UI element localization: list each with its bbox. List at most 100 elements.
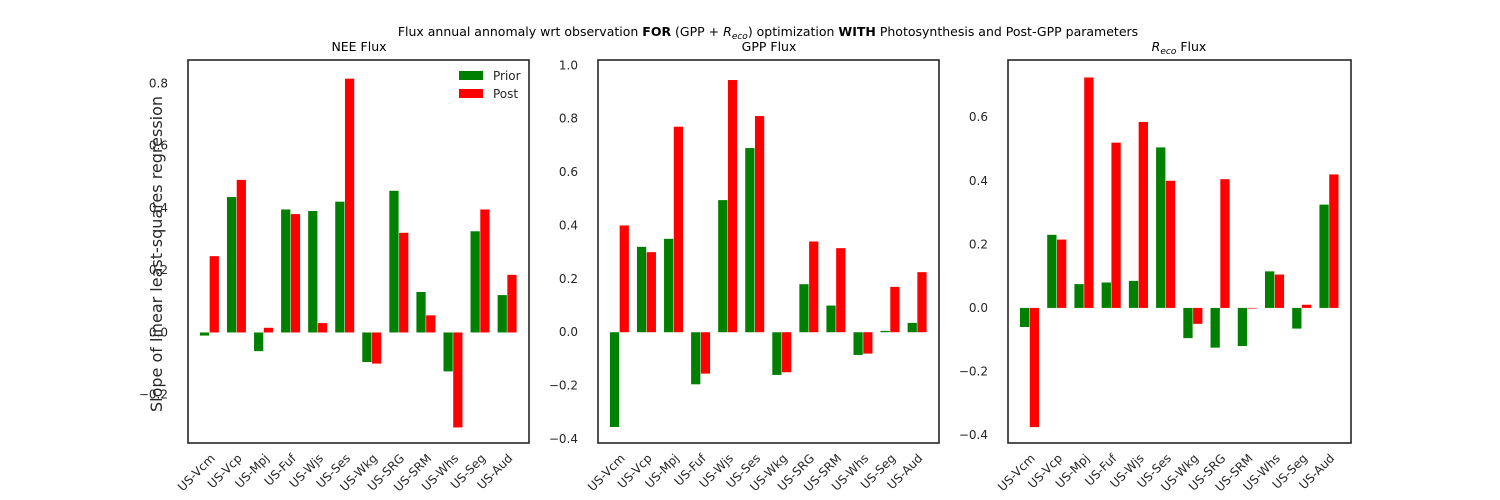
reco-prior-bar-us-fuf	[1101, 282, 1111, 308]
nee-axes-frame	[187, 59, 530, 444]
gpp-post-bar-us-vcm	[619, 225, 629, 333]
gpp-prior-bar-us-ses	[745, 148, 755, 333]
reco-post-bar-us-ses	[1165, 180, 1176, 308]
legend-label-post: Post	[493, 87, 518, 101]
gpp-prior-bar-us-aud	[907, 322, 917, 333]
gpp-ytick-label: 1.0	[559, 58, 578, 72]
nee-prior-bar-us-srm	[416, 291, 426, 333]
nee-ytick-label: 0.0	[149, 326, 168, 340]
nee-prior-bar-us-fuf	[281, 209, 291, 333]
reco-post-bar-us-mpj	[1084, 77, 1094, 308]
gpp-ytick-label: 0.2	[559, 272, 578, 286]
nee-post-bar-us-whs	[453, 332, 463, 428]
nee-post-bar-us-mpj	[263, 327, 274, 333]
nee-prior-bar-us-aud	[497, 295, 507, 333]
nee-prior-bar-us-vcm	[199, 332, 210, 336]
gpp-ytick-label: 0.0	[559, 325, 578, 339]
reco-prior-bar-us-srm	[1237, 307, 1248, 347]
reco-axes-frame	[1007, 59, 1352, 444]
reco-prior-bar-us-srg	[1210, 307, 1220, 348]
y-axis-label: Slope of linear least-squares regression	[147, 96, 166, 412]
gpp-prior-bar-us-srg	[799, 284, 809, 333]
nee-post-bar-us-fuf	[290, 214, 301, 333]
nee-prior-bar-us-srg	[389, 190, 399, 333]
legend-swatch-prior	[459, 71, 483, 80]
nee-prior-bar-us-ses	[335, 201, 345, 333]
gpp-post-bar-us-wjs	[727, 80, 738, 333]
gpp-prior-bar-us-mpj	[664, 238, 674, 333]
reco-prior-bar-us-wjs	[1128, 280, 1139, 308]
gpp-ytick-label: 0.4	[559, 219, 578, 233]
gpp-post-bar-us-mpj	[673, 126, 684, 333]
nee-prior-bar-us-wjs	[308, 211, 318, 333]
reco-ytick-label: 0.6	[969, 110, 988, 124]
gpp-prior-bar-us-vcm	[609, 332, 620, 427]
reco-ytick-label: 0.2	[969, 237, 988, 251]
reco-prior-bar-us-whs	[1264, 271, 1275, 308]
gpp-prior-bar-us-vcp	[636, 246, 647, 333]
gpp-post-bar-us-wkg	[782, 332, 792, 373]
nee-ytick-label: −0.2	[139, 388, 168, 402]
reco-prior-bar-us-mpj	[1074, 284, 1084, 308]
gpp-ytick-label: −0.2	[549, 379, 578, 393]
gpp-post-bar-us-ses	[754, 116, 765, 333]
gpp-ytick-label: 0.8	[559, 112, 578, 126]
nee-post-bar-us-srm	[426, 315, 436, 333]
reco-post-bar-us-vcm	[1029, 307, 1040, 428]
reco-post-bar-us-wkg	[1193, 307, 1203, 324]
gpp-ytick-label: 0.6	[559, 165, 578, 179]
reco-post-bar-us-whs	[1274, 274, 1285, 308]
gpp-axes-frame	[597, 59, 940, 444]
gpp-prior-bar-us-fuf	[691, 332, 701, 385]
gpp-post-bar-us-srm	[836, 248, 846, 333]
gpp-prior-bar-us-wkg	[772, 332, 782, 375]
reco-post-bar-us-fuf	[1111, 142, 1121, 308]
nee-post-bar-us-vcp	[236, 179, 246, 333]
gpp-post-bar-us-srg	[809, 241, 819, 333]
gpp-prior-bar-us-srm	[826, 305, 836, 333]
reco-panel: −0.4−0.20.00.20.40.6US-VcmUS-VcpUS-MpjUS…	[959, 59, 1352, 494]
gpp-ytick-label: −0.4	[549, 432, 578, 446]
reco-post-bar-us-vcp	[1057, 239, 1067, 308]
reco-ytick-label: 0.0	[969, 301, 988, 315]
nee-ytick-label: 0.8	[149, 76, 168, 90]
reco-panel-title: Reco Flux	[1152, 39, 1207, 57]
nee-prior-bar-us-whs	[443, 332, 453, 372]
gpp-prior-bar-us-seg	[880, 330, 890, 333]
reco-post-bar-us-wjs	[1138, 121, 1148, 308]
reco-prior-bar-us-ses	[1156, 147, 1166, 308]
reco-prior-bar-us-vcp	[1047, 234, 1057, 308]
gpp-post-bar-us-aud	[917, 272, 927, 333]
nee-post-bar-us-vcm	[209, 256, 219, 333]
panels: −0.20.00.20.40.60.8US-VcmUS-VcpUS-MpjUS-…	[139, 58, 1352, 494]
nee-post-bar-us-srg	[399, 232, 409, 333]
gpp-prior-bar-us-wjs	[718, 200, 728, 333]
nee-prior-bar-us-seg	[470, 231, 480, 333]
nee-ytick-label: 0.2	[149, 263, 168, 277]
gpp-post-bar-us-whs	[863, 332, 873, 354]
gpp-post-bar-us-vcp	[646, 252, 656, 333]
reco-post-bar-us-aud	[1329, 174, 1339, 308]
reco-post-bar-us-srm	[1247, 307, 1257, 309]
legend: Prior Post	[459, 69, 521, 101]
nee-post-bar-us-wjs	[317, 323, 328, 333]
reco-ytick-label: −0.2	[959, 365, 988, 379]
nee-panel: −0.20.00.20.40.60.8US-VcmUS-VcpUS-MpjUS-…	[139, 59, 530, 494]
reco-ytick-label: 0.4	[969, 174, 988, 188]
nee-post-bar-us-aud	[507, 274, 517, 333]
nee-ytick-label: 0.6	[149, 139, 168, 153]
nee-ytick-label: 0.4	[149, 201, 168, 215]
nee-panel-title: NEE Flux	[331, 39, 386, 54]
nee-prior-bar-us-mpj	[254, 332, 264, 352]
gpp-prior-bar-us-whs	[853, 332, 863, 355]
gpp-post-bar-us-seg	[890, 286, 900, 333]
reco-post-bar-us-seg	[1302, 304, 1312, 308]
reco-ytick-label: −0.4	[959, 428, 988, 442]
nee-prior-bar-us-wkg	[362, 332, 372, 363]
nee-prior-bar-us-vcp	[226, 197, 237, 333]
legend-label-prior: Prior	[493, 69, 521, 83]
reco-prior-bar-us-seg	[1292, 307, 1302, 329]
gpp-post-bar-us-fuf	[700, 332, 711, 374]
nee-post-bar-us-seg	[480, 209, 490, 333]
gpp-panel: −0.4−0.20.00.20.40.60.81.0US-VcmUS-VcpUS…	[549, 58, 940, 494]
